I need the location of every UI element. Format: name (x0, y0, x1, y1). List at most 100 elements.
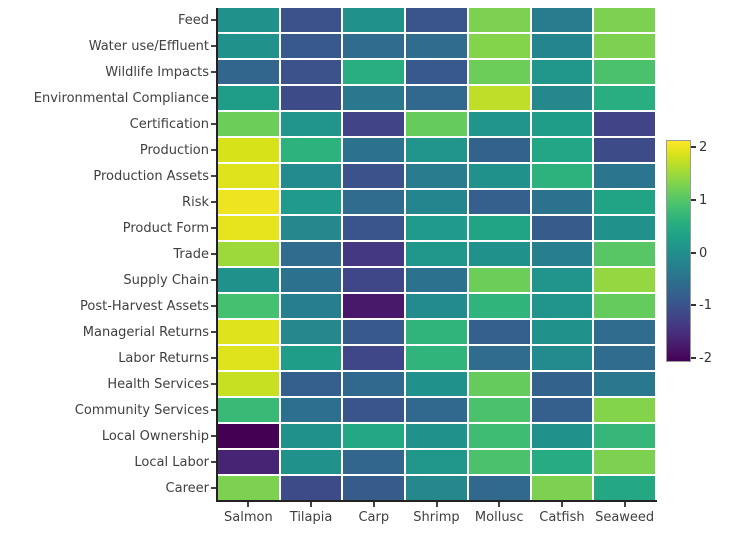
heatmap-cell (406, 450, 467, 474)
heatmap-cell (594, 372, 655, 396)
heatmap-cell (343, 424, 405, 448)
heatmap-cell (343, 398, 405, 422)
heatmap-grid (218, 8, 655, 500)
heatmap-cell (343, 346, 405, 370)
colorbar (666, 140, 691, 362)
y-tick-mark (211, 19, 216, 21)
heatmap-cell (218, 112, 279, 136)
heatmap-cell (218, 34, 279, 58)
heatmap-cell (343, 138, 405, 162)
x-tick-label: Seaweed (595, 509, 655, 525)
colorbar-tick-label: -2 (699, 351, 712, 366)
heatmap-cell (343, 8, 405, 32)
heatmap-cell (406, 372, 467, 396)
heatmap-cell (468, 268, 530, 292)
y-tick-label: Health Services (107, 376, 209, 392)
heatmap-cell (594, 216, 655, 240)
heatmap-cell (343, 34, 405, 58)
colorbar-tick-label: 2 (699, 140, 708, 155)
heatmap-cell (594, 450, 655, 474)
heatmap-cell (468, 372, 530, 396)
heatmap-cell (468, 112, 530, 136)
heatmap-cell (594, 86, 655, 110)
y-tick-mark (211, 201, 216, 203)
y-tick-label: Trade (173, 246, 209, 262)
heatmap-cell (594, 242, 655, 266)
heatmap-cell (594, 112, 655, 136)
heatmap-cell (468, 346, 530, 370)
heatmap-cell (594, 60, 655, 84)
heatmap-cell (406, 60, 467, 84)
heatmap-cell (468, 242, 530, 266)
x-tick-label: Tilapia (289, 509, 333, 525)
heatmap-cell (343, 294, 405, 318)
heatmap-cell (218, 476, 279, 500)
y-tick-label: Local Labor (134, 454, 209, 470)
heatmap-cell (531, 216, 593, 240)
y-tick-mark (211, 45, 216, 47)
heatmap-cell (343, 242, 405, 266)
heatmap-cell (531, 476, 593, 500)
heatmap-cell (594, 320, 655, 344)
heatmap-cell (218, 450, 279, 474)
x-tick-mark (498, 502, 501, 507)
heatmap-cell (406, 86, 467, 110)
heatmap-cell (531, 320, 593, 344)
heatmap-cell (218, 294, 279, 318)
heatmap-cell (531, 190, 593, 214)
heatmap-cell (218, 164, 279, 188)
heatmap-cell (406, 138, 467, 162)
y-tick-mark (211, 227, 216, 229)
x-tick-label: Carp (358, 509, 390, 525)
y-tick-mark (211, 175, 216, 177)
heatmap-cell (343, 268, 405, 292)
heatmap-cell (218, 216, 279, 240)
heatmap-cell (531, 424, 593, 448)
heatmap-cell (594, 8, 655, 32)
heatmap-cell (280, 346, 342, 370)
y-tick-label: Career (165, 480, 209, 496)
heatmap-cell (343, 164, 405, 188)
heatmap-cell (218, 60, 279, 84)
heatmap-cell (594, 138, 655, 162)
colorbar-tick-mark (691, 146, 696, 148)
colorbar-tick-label: 0 (699, 245, 708, 261)
heatmap-cell (280, 8, 342, 32)
colorbar-tick-mark (691, 198, 696, 201)
heatmap-cell (531, 164, 593, 188)
heatmap-cell (343, 476, 405, 500)
heatmap-cell (531, 372, 593, 396)
heatmap-cell (406, 112, 467, 136)
heatmap-cell (468, 216, 530, 240)
x-tick-mark (623, 502, 626, 507)
heatmap-cell (406, 424, 467, 448)
heatmap-cell (594, 268, 655, 292)
heatmap-cell (594, 164, 655, 188)
heatmap-cell (343, 450, 405, 474)
heatmap-cell (594, 346, 655, 370)
y-tick-label: Risk (182, 194, 209, 210)
heatmap-cell (218, 8, 279, 32)
heatmap-cell (280, 34, 342, 58)
heatmap-cell (343, 216, 405, 240)
y-tick-mark (211, 279, 216, 281)
y-tick-mark (211, 487, 216, 489)
heatmap-cell (280, 268, 342, 292)
heatmap-cell (406, 164, 467, 188)
y-tick-mark (211, 123, 216, 125)
heatmap-cell (280, 60, 342, 84)
heatmap-cell (343, 86, 405, 110)
heatmap-cell (343, 320, 405, 344)
colorbar-tick-label: -1 (699, 298, 712, 314)
heatmap-cell (343, 60, 405, 84)
y-tick-mark (211, 383, 216, 385)
colorbar-tick-mark (691, 304, 696, 307)
heatmap-cell (468, 476, 530, 500)
y-tick-mark (211, 461, 216, 463)
heatmap-cell (531, 294, 593, 318)
heatmap-cell (406, 346, 467, 370)
heatmap-cell (468, 60, 530, 84)
heatmap-cell (531, 268, 593, 292)
heatmap-cell (531, 138, 593, 162)
